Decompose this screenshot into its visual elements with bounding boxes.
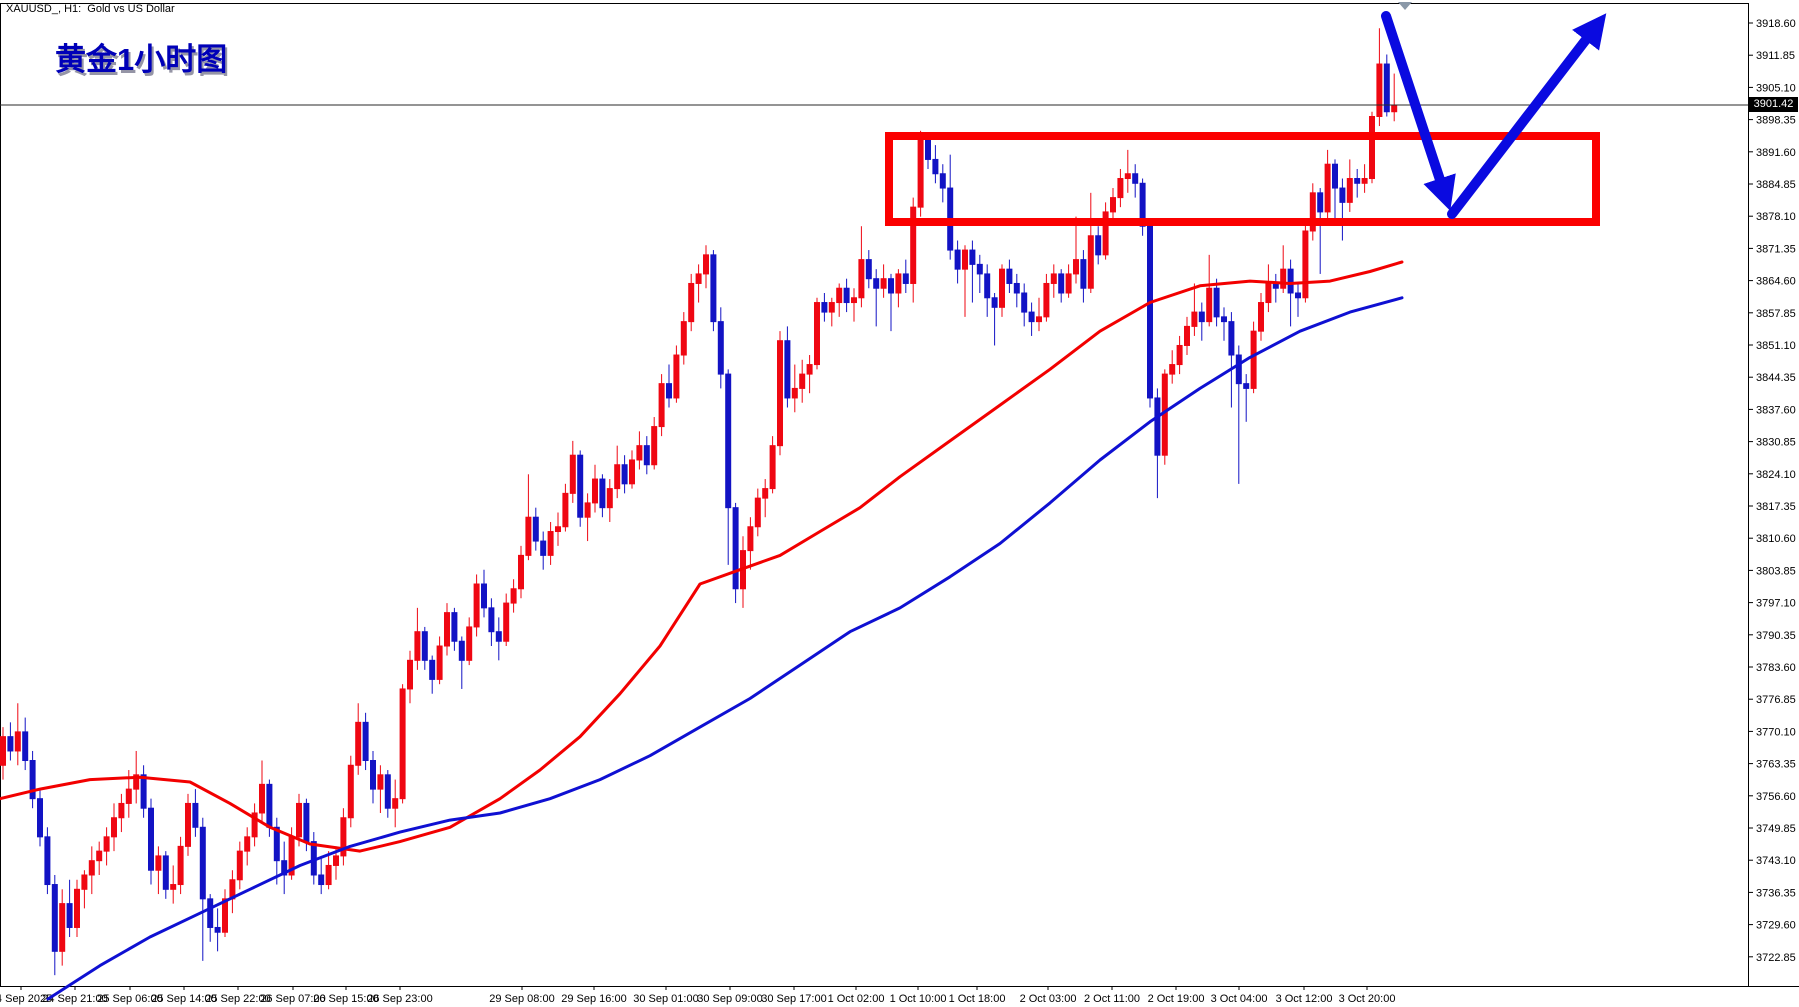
time-tick-label: 30 Sep 09:00 xyxy=(697,993,762,1005)
price-tick-label: 3905.10 xyxy=(1756,82,1796,94)
chart-title-annotation: 黄金1小时图 xyxy=(55,42,228,77)
price-tick-label: 3864.60 xyxy=(1756,276,1796,288)
time-tick-label: 2 Oct 03:00 xyxy=(1020,993,1077,1005)
time-tick-label: 29 Sep 16:00 xyxy=(561,993,626,1005)
price-tick-label: 3918.60 xyxy=(1756,18,1796,30)
price-tick-label: 3824.10 xyxy=(1756,469,1796,481)
price-tick-label: 3783.60 xyxy=(1756,662,1796,674)
price-axis-labels: 3918.60 3911.85 3905.10 3898.35 3891.60 3884.… xyxy=(1748,18,1796,964)
time-tick-label: 1 Oct 02:00 xyxy=(828,993,885,1005)
time-tick-label: 3 Oct 20:00 xyxy=(1339,993,1396,1005)
price-tick-label: 3851.10 xyxy=(1756,340,1796,352)
time-tick-label: 24 Sep 2025 xyxy=(0,993,52,1005)
time-tick-label: 2 Oct 19:00 xyxy=(1148,993,1205,1005)
price-tick-label: 3844.35 xyxy=(1756,372,1796,384)
ma-fast-red xyxy=(0,260,1404,853)
price-tick-label: 3756.60 xyxy=(1756,791,1796,803)
price-tick-label: 3749.85 xyxy=(1756,823,1796,835)
time-tick-label: 29 Sep 08:00 xyxy=(489,993,554,1005)
price-tick-label: 3871.35 xyxy=(1756,243,1796,255)
price-tick-label: 3803.85 xyxy=(1756,565,1796,577)
price-tick-label: 3736.35 xyxy=(1756,887,1796,899)
price-tick-label: 3857.85 xyxy=(1756,308,1796,320)
candles-layer xyxy=(0,28,1398,976)
price-tick-label: 3743.10 xyxy=(1756,855,1796,867)
time-tick-label: 26 Sep 07:00 xyxy=(260,993,325,1005)
price-tick-label: 3878.10 xyxy=(1756,211,1796,223)
price-tick-label: 3770.10 xyxy=(1756,726,1796,738)
price-tick-label: 3884.85 xyxy=(1756,179,1796,191)
price-tick-label: 3837.60 xyxy=(1756,404,1796,416)
time-tick-label: 26 Sep 15:00 xyxy=(313,993,378,1005)
price-tick-label: 3722.85 xyxy=(1756,952,1796,964)
time-axis[interactable] xyxy=(0,986,1799,1007)
triangle-down-icon xyxy=(1398,2,1412,10)
price-tick-label: 3763.35 xyxy=(1756,759,1796,771)
price-tick-label: 3891.60 xyxy=(1756,147,1796,159)
object-anchor-marker xyxy=(1398,2,1412,10)
time-tick-label: 30 Sep 17:00 xyxy=(761,993,826,1005)
price-tick-label: 3729.60 xyxy=(1756,920,1796,932)
price-tick-label: 3911.85 xyxy=(1756,50,1795,62)
price-tick-label: 3790.35 xyxy=(1756,630,1796,642)
ma-slow-blue xyxy=(46,296,1404,1001)
price-tick-label: 3817.35 xyxy=(1756,501,1796,513)
time-tick-label: 3 Oct 04:00 xyxy=(1211,993,1268,1005)
time-tick-label: 2 Oct 11:00 xyxy=(1084,993,1140,1005)
time-tick-label: 25 Sep 06:00 xyxy=(97,993,162,1005)
symbol-header: XAUUSD_, H1: Gold vs US Dollar xyxy=(6,3,175,15)
time-tick-label: 1 Oct 18:00 xyxy=(949,993,1006,1005)
time-tick-label: 30 Sep 01:00 xyxy=(633,993,698,1005)
price-axis[interactable] xyxy=(1748,0,1799,986)
time-tick-label: 3 Oct 12:00 xyxy=(1276,993,1333,1005)
time-tick-label: 1 Oct 10:00 xyxy=(890,993,947,1005)
price-tick-label: 3830.85 xyxy=(1756,437,1796,449)
time-tick-label: 24 Sep 21:00 xyxy=(42,993,107,1005)
arrow-down-icon xyxy=(1381,11,1456,211)
price-tick-label: 3810.60 xyxy=(1756,533,1796,545)
arrow-up-icon xyxy=(1447,13,1607,219)
current-price-tag: 3901.42 xyxy=(1749,97,1798,112)
price-tick-label: 3797.10 xyxy=(1756,598,1796,610)
projection-arrow[interactable] xyxy=(1381,11,1607,219)
time-tick-label: 26 Sep 23:00 xyxy=(367,993,432,1005)
time-tick-label: 25 Sep 14:00 xyxy=(151,993,216,1005)
price-tick-label: 3898.35 xyxy=(1756,115,1796,127)
time-tick-label: 25 Sep 22:00 xyxy=(205,993,270,1005)
support-zone-rectangle[interactable] xyxy=(885,132,1600,226)
price-tick-label: 3776.85 xyxy=(1756,694,1796,706)
